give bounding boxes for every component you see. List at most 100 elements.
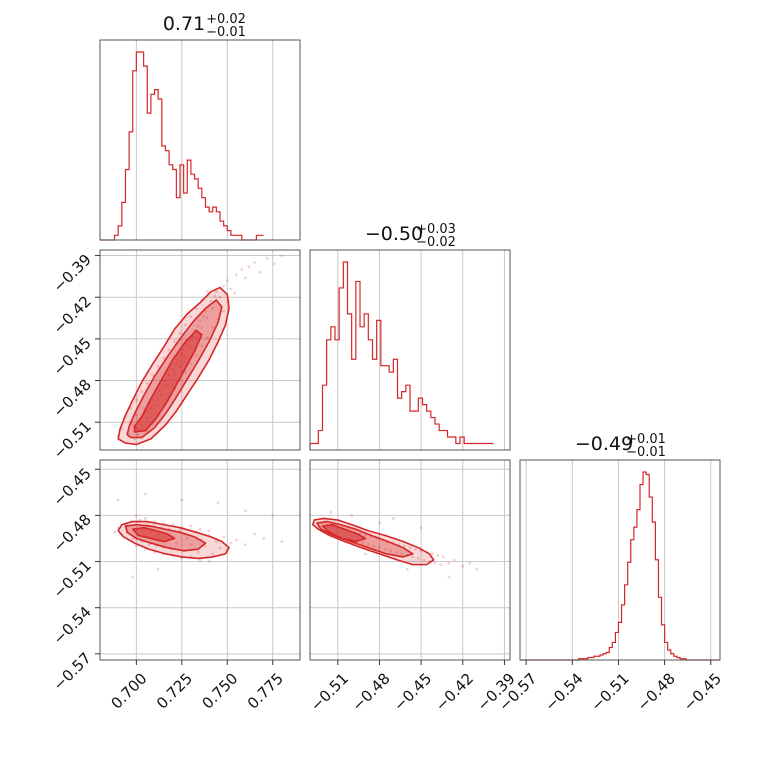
scatter-point xyxy=(189,362,193,366)
scatter-point xyxy=(225,279,229,282)
x-tick-label: 0.700 xyxy=(108,670,151,713)
histogram-1-title: −0.50 xyxy=(365,223,423,245)
scatter-point xyxy=(205,336,209,339)
y-tick-label: −0.45 xyxy=(50,334,95,379)
histogram-1-title-lower-error: −0.02 xyxy=(416,235,456,250)
scatter-point xyxy=(204,309,207,313)
scatter-point xyxy=(394,550,398,554)
scatter-point xyxy=(198,558,202,562)
scatter-point xyxy=(205,316,209,320)
scatter-point xyxy=(173,340,176,344)
scatter-point xyxy=(134,513,138,517)
scatter-point xyxy=(447,561,451,565)
scatter-point xyxy=(205,290,209,294)
scatter-point xyxy=(138,518,142,522)
scatter-1-2-layer xyxy=(311,510,479,579)
scatter-0-2-layer xyxy=(113,492,284,579)
scatter-point xyxy=(213,294,216,298)
scatter-point xyxy=(216,501,220,505)
scatter-point xyxy=(142,406,146,410)
scatter-point xyxy=(253,532,256,536)
x-tick-label: −0.54 xyxy=(541,670,586,715)
scatter-point xyxy=(461,564,465,568)
histogram-2-title: −0.49 xyxy=(575,433,633,455)
scatter-point xyxy=(211,552,215,556)
scatter-point xyxy=(116,498,120,502)
scatter-point xyxy=(211,306,215,310)
scatter-point xyxy=(147,543,151,547)
y-tick-label: −0.51 xyxy=(50,417,95,462)
x-tick-label: −0.51 xyxy=(307,670,352,715)
scatter-point xyxy=(151,373,155,377)
scatter-point xyxy=(436,553,440,557)
histogram-2-title-lower-error: −0.01 xyxy=(626,445,666,460)
scatter-point xyxy=(378,521,381,525)
scatter-point xyxy=(189,315,193,319)
histogram-0-title: 0.71 xyxy=(163,13,205,35)
x-tick-label: −0.48 xyxy=(348,670,393,715)
y-tick-label: −0.51 xyxy=(50,557,95,602)
scatter-point xyxy=(383,547,387,551)
x-tick-label: −0.48 xyxy=(634,670,679,715)
scatter-point xyxy=(253,261,256,264)
scatter-point xyxy=(162,356,166,360)
scatter-point xyxy=(134,544,138,548)
hist-0-frame xyxy=(99,39,301,241)
scatter-point xyxy=(234,538,238,542)
scatter-point xyxy=(184,323,187,327)
scatter-point xyxy=(218,295,222,299)
hist-2-frame xyxy=(519,459,721,661)
scatter-point xyxy=(218,546,222,550)
scatter-point xyxy=(194,306,198,310)
scatter-point xyxy=(233,291,236,295)
histogram-1-steps xyxy=(309,261,494,450)
y-tick-label: −0.39 xyxy=(50,251,95,296)
histogram-0-steps xyxy=(100,51,264,241)
scatter-point xyxy=(364,533,367,537)
scatter-point xyxy=(372,544,376,548)
scatter-point xyxy=(140,390,144,394)
scatter-point xyxy=(244,509,247,513)
histogram-1-title-upper-error: +0.03 xyxy=(416,222,456,237)
scatter-point xyxy=(271,513,275,517)
scatter-1-2-frame xyxy=(309,459,511,661)
x-tick-label: −0.42 xyxy=(432,670,477,715)
y-tick-label: −0.45 xyxy=(50,464,95,509)
scatter-point xyxy=(196,550,200,554)
scatter-1-2-grid xyxy=(310,460,510,660)
scatter-point xyxy=(240,268,244,271)
scatter-point xyxy=(156,365,160,369)
scatter-point xyxy=(408,546,412,550)
scatter-point xyxy=(229,287,233,291)
scatter-point xyxy=(131,575,135,579)
scatter-point xyxy=(405,567,409,571)
scatter-point xyxy=(167,348,171,352)
scatter-point xyxy=(416,557,420,560)
scatter-point xyxy=(222,284,226,288)
scatter-point xyxy=(180,498,184,502)
scatter-point xyxy=(273,262,276,266)
scatter-point xyxy=(280,540,284,543)
scatter-point xyxy=(400,552,404,556)
histogram-2-title-upper-error: +0.01 xyxy=(626,432,666,447)
scatter-point xyxy=(468,561,472,565)
scatter-point xyxy=(156,567,160,571)
scatter-point xyxy=(447,575,451,579)
scatter-point xyxy=(389,549,392,553)
scatter-point xyxy=(196,324,200,328)
scatter-point xyxy=(391,517,395,520)
scatter-point xyxy=(414,547,417,551)
hist-1-frame xyxy=(309,249,511,451)
scatter-point xyxy=(207,529,211,533)
scatter-point xyxy=(222,309,226,313)
y-tick-label: −0.48 xyxy=(50,510,95,555)
scatter-point xyxy=(194,354,198,357)
scatter-point xyxy=(145,381,149,385)
x-tick-label: −0.45 xyxy=(680,670,725,715)
scatter-point xyxy=(229,541,233,545)
contour-inner xyxy=(133,329,203,433)
scatter-point xyxy=(198,319,202,323)
scatter-point xyxy=(178,331,182,335)
x-tick-label: 0.750 xyxy=(198,670,241,713)
